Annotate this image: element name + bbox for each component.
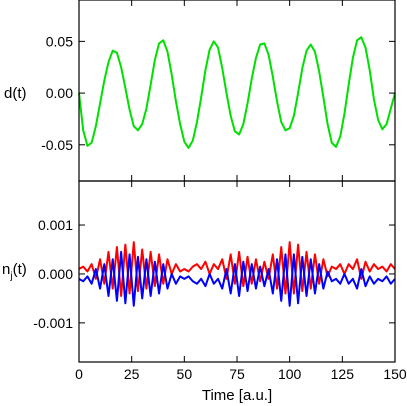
y-tick-label: 0.00	[46, 85, 73, 101]
x-axis-label: Time [a.u.]	[202, 387, 272, 404]
y-tick-label: 0.001	[38, 217, 73, 233]
ylabel-suffix: (t)	[13, 261, 27, 278]
y-tick-label: -0.001	[33, 315, 73, 331]
top-y-ticks: 0.05 0.00 -0.05	[41, 0, 396, 181]
y-tick-label: -0.05	[41, 137, 73, 153]
y-tick-label: 0.05	[46, 33, 73, 49]
bottom-y-axis-label: nj(t)	[2, 261, 27, 282]
bottom-x-ticks: 0 25 50 75 100 125 150	[75, 181, 407, 382]
x-tick-label: 150	[383, 366, 407, 382]
series-line-dipole	[78, 36, 396, 149]
x-tick-label: 100	[278, 366, 302, 382]
series-line-occupation-1	[78, 250, 396, 307]
ylabel-base: n	[2, 261, 10, 278]
x-tick-label: 125	[331, 366, 355, 382]
bottom-y-ticks: 0.001 0.000 -0.001	[33, 217, 395, 331]
top-plot-area	[78, 36, 396, 149]
x-tick-label: 25	[124, 366, 140, 382]
x-tick-label: 75	[229, 366, 245, 382]
bottom-plot-area	[78, 241, 396, 307]
ylabel-subscript: j	[9, 271, 12, 282]
x-tick-label: 0	[75, 366, 83, 382]
top-y-axis-label: d(t)	[4, 85, 27, 102]
top-panel: 0.05 0.00 -0.05 d(t)	[4, 0, 396, 182]
y-tick-label: 0.000	[38, 266, 73, 282]
x-tick-label: 50	[177, 366, 193, 382]
